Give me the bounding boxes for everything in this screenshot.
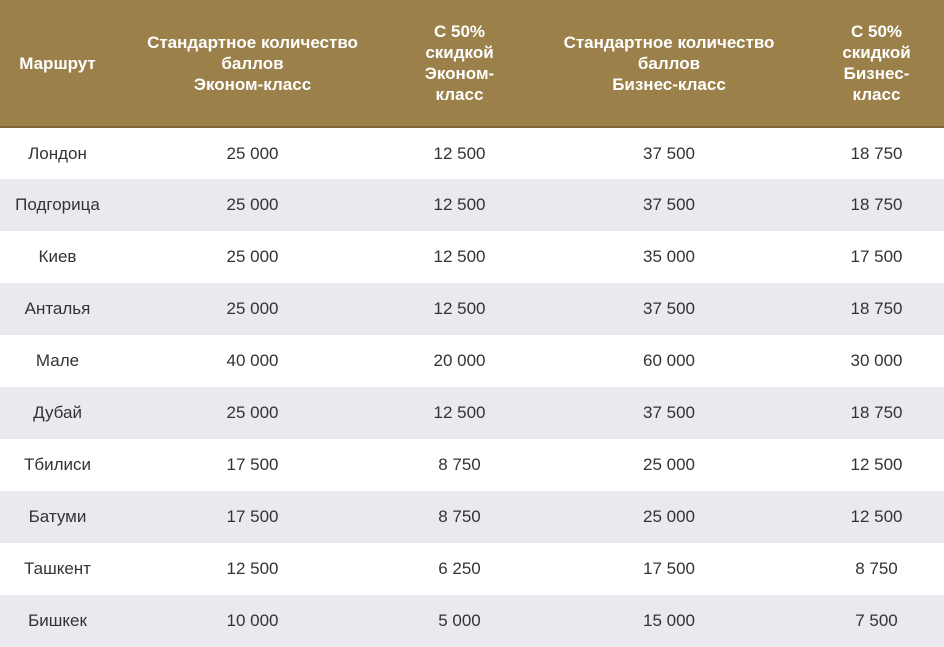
cell-business-standard: 37 500 bbox=[643, 403, 695, 422]
cell-economy-discount: 12 500 bbox=[433, 143, 486, 163]
cell-business-standard: 37 500 bbox=[643, 299, 695, 318]
cell-business-discount: 17 500 bbox=[850, 247, 903, 266]
cell-economy-discount: 12 500 bbox=[433, 195, 486, 214]
cell-route: Ташкент bbox=[24, 559, 91, 578]
cell-route: Бишкек bbox=[28, 611, 87, 630]
cell-business-standard: 60 000 bbox=[643, 351, 695, 370]
cell-route: Анталья bbox=[24, 299, 91, 318]
cell-business-standard: 25 000 bbox=[643, 507, 695, 526]
cell-business-discount: 30 000 bbox=[850, 351, 903, 370]
cell-economy-standard: 25 000 bbox=[226, 299, 279, 318]
cell-business-discount: 12 500 bbox=[850, 455, 903, 474]
table-row: Батуми 17 500 8 750 25 000 12 500 bbox=[0, 491, 944, 543]
cell-business-discount: 7 500 bbox=[855, 611, 898, 630]
cell-business-standard: 35 000 bbox=[643, 247, 695, 266]
cell-economy-discount: 8 750 bbox=[438, 455, 481, 474]
cell-route: Лондон bbox=[28, 143, 87, 163]
cell-economy-discount: 12 500 bbox=[433, 247, 486, 266]
table-row: Мале 40 000 20 000 60 000 30 000 bbox=[0, 335, 944, 387]
cell-economy-discount: 5 000 bbox=[438, 611, 481, 630]
cell-business-discount: 18 750 bbox=[850, 403, 903, 422]
header-economy-standard: Стандартное количество баллов Эконом-кла… bbox=[115, 0, 390, 128]
cell-business-standard: 15 000 bbox=[643, 611, 695, 630]
cell-business-standard: 17 500 bbox=[643, 559, 695, 578]
cell-economy-discount: 20 000 bbox=[433, 351, 486, 370]
header-business-standard: Стандартное количество баллов Бизнес-кла… bbox=[529, 0, 809, 128]
cell-business-standard: 25 000 bbox=[643, 455, 695, 474]
cell-economy-standard: 25 000 bbox=[226, 143, 279, 163]
cell-economy-discount: 8 750 bbox=[438, 507, 481, 526]
cell-business-discount: 18 750 bbox=[850, 143, 903, 163]
cell-economy-discount: 12 500 bbox=[433, 299, 486, 318]
table-row: Ташкент 12 500 6 250 17 500 8 750 bbox=[0, 543, 944, 595]
table-row: Анталья 25 000 12 500 37 500 18 750 bbox=[0, 283, 944, 335]
cell-route: Киев bbox=[38, 247, 77, 266]
cell-economy-standard: 25 000 bbox=[226, 247, 279, 266]
cell-economy-standard: 40 000 bbox=[226, 351, 279, 370]
cell-economy-discount: 12 500 bbox=[433, 403, 486, 422]
cell-route: Батуми bbox=[28, 507, 87, 526]
cell-economy-standard: 12 500 bbox=[226, 559, 279, 578]
table-row: Бишкек 10 000 5 000 15 000 7 500 bbox=[0, 595, 944, 647]
table-header: Маршрут Стандартное количество баллов Эк… bbox=[0, 0, 944, 128]
cell-economy-standard: 25 000 bbox=[226, 195, 279, 214]
header-economy-discount: С 50% скидкой Эконом- класс bbox=[390, 0, 529, 128]
cell-economy-discount: 6 250 bbox=[438, 559, 481, 578]
header-business-discount: С 50% скидкой Бизнес- класс bbox=[809, 0, 944, 128]
cell-business-standard: 37 500 bbox=[643, 143, 695, 163]
cell-economy-standard: 17 500 bbox=[226, 507, 279, 526]
header-row: Маршрут Стандартное количество баллов Эк… bbox=[0, 0, 944, 128]
cell-economy-standard: 25 000 bbox=[226, 403, 279, 422]
cell-route: Мале bbox=[35, 351, 80, 370]
cell-route: Дубай bbox=[33, 403, 82, 422]
cell-route: Подгорица bbox=[15, 195, 100, 214]
table-row: Тбилиси 17 500 8 750 25 000 12 500 bbox=[0, 439, 944, 491]
table-row: Дубай 25 000 12 500 37 500 18 750 bbox=[0, 387, 944, 439]
cell-business-standard: 37 500 bbox=[643, 195, 695, 214]
cell-economy-standard: 17 500 bbox=[226, 455, 279, 474]
cell-business-discount: 18 750 bbox=[850, 195, 903, 214]
table-row: Лондон 25 000 12 500 37 500 18 750 bbox=[0, 127, 944, 179]
table-row: Киев 25 000 12 500 35 000 17 500 bbox=[0, 231, 944, 283]
cell-business-discount: 12 500 bbox=[850, 507, 903, 526]
header-route: Маршрут bbox=[0, 0, 115, 128]
cell-route: Тбилиси bbox=[23, 455, 92, 474]
cell-business-discount: 8 750 bbox=[855, 559, 898, 578]
table-row: Подгорица 25 000 12 500 37 500 18 750 bbox=[0, 179, 944, 231]
cell-economy-standard: 10 000 bbox=[226, 611, 279, 630]
cell-business-discount: 18 750 bbox=[850, 299, 903, 318]
table-body: Лондон 25 000 12 500 37 500 18 750 Подго… bbox=[0, 127, 944, 647]
